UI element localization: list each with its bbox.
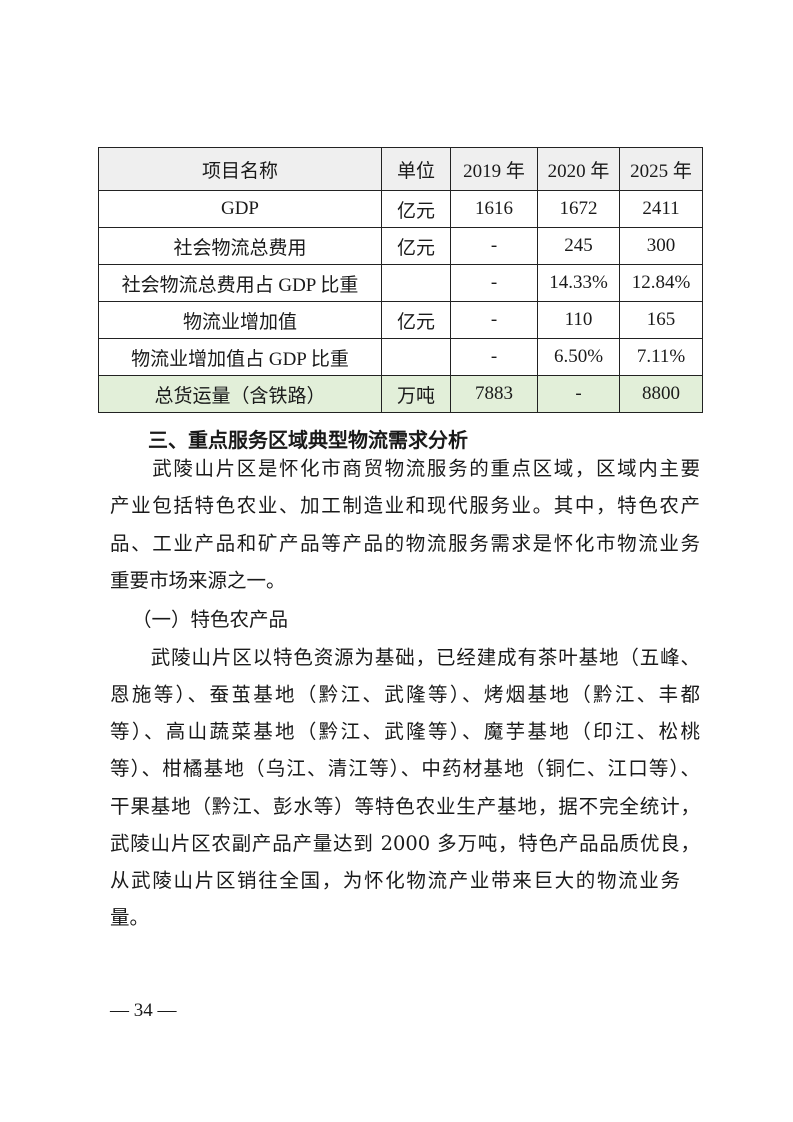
cell: 总货运量（含铁路）	[98, 375, 382, 413]
header-cell: 单位	[381, 147, 451, 191]
cell	[381, 338, 451, 376]
cell: 物流业增加值	[98, 301, 382, 339]
cell: 社会物流总费用	[98, 227, 382, 265]
logistics-indicators-table: 项目名称 单位 2019 年 2020 年 2025 年 GDP 亿元 1616 16…	[98, 147, 703, 413]
subheading: （一）特色农产品	[132, 608, 289, 631]
text-line: 武陵山片区是怀化市商贸物流服务的重点区域，区域内主要	[110, 457, 700, 480]
header-cell: 2025 年	[619, 147, 703, 191]
cell: 12.84%	[619, 264, 703, 302]
cell: 300	[619, 227, 703, 265]
cell: 亿元	[381, 301, 451, 339]
cell: -	[450, 301, 538, 339]
table-row: 物流业增加值占 GDP 比重 -6.50% 7.11%	[98, 338, 703, 376]
cell: -	[450, 227, 538, 265]
cell: 亿元	[381, 227, 451, 265]
cell: 亿元	[381, 190, 451, 228]
cell: 1672	[537, 190, 620, 228]
text-line: 等）、高山蔬菜基地（黔江、武隆等）、魔芋基地（印江、松桃	[110, 720, 700, 743]
cell: GDP	[98, 190, 382, 228]
text-line: 恩施等）、蚕茧基地（黔江、武隆等）、烤烟基地（黔江、丰都	[110, 683, 700, 706]
cell: 2411	[619, 190, 703, 228]
cell: 165	[619, 301, 703, 339]
cell: 8800	[619, 375, 703, 413]
cell: 物流业增加值占 GDP 比重	[98, 338, 382, 376]
text-line: 等）、柑橘基地（乌江、清江等）、中药材基地（铜仁、江口等）、	[110, 757, 700, 780]
header-cell: 2020 年	[537, 147, 620, 191]
header-cell: 项目名称	[98, 147, 382, 191]
table-row: GDP 亿元 1616 1672 2411	[98, 190, 703, 228]
cell: 6.50%	[537, 338, 620, 376]
table-row-highlighted: 总货运量（含铁路） 万吨 7883-8800	[98, 375, 703, 413]
table-row: 社会物流总费用 亿元 -245 300	[98, 227, 703, 265]
text-line: 产业包括特色农业、加工制造业和现代服务业。其中，特色农产	[110, 494, 700, 517]
text-line: 品、工业产品和矿产品等产品的物流服务需求是怀化市物流业务	[110, 532, 700, 555]
cell: 14.33%	[537, 264, 620, 302]
text-line: 重要市场来源之一。	[110, 569, 286, 592]
text-line: 量。	[110, 906, 150, 929]
table-header-row: 项目名称 单位 2019 年 2020 年 2025 年	[98, 147, 703, 191]
cell: -	[450, 264, 538, 302]
page-number: — 34 —	[110, 1000, 177, 1021]
cell: 110	[537, 301, 620, 339]
cell: 7.11%	[619, 338, 703, 376]
cell: -	[537, 375, 620, 413]
cell: 7883	[450, 375, 538, 413]
text-line: 武陵山片区农副产品产量达到 2000 多万吨，特色产品品质优良，	[110, 832, 700, 855]
header-cell: 2019 年	[450, 147, 538, 191]
text-line: 干果基地（黔江、彭水等）等特色农业生产基地，据不完全统计，	[110, 795, 700, 818]
cell: 万吨	[381, 375, 451, 413]
cell: 社会物流总费用占 GDP 比重	[98, 264, 382, 302]
cell: -	[450, 338, 538, 376]
text-line: 从武陵山片区销往全国，为怀化物流产业带来巨大的物流业务	[110, 869, 680, 892]
table-row: 物流业增加值 亿元 -110 165	[98, 301, 703, 339]
cell	[381, 264, 451, 302]
table-row: 社会物流总费用占 GDP 比重 -14.33% 12.84%	[98, 264, 703, 302]
cell: 1616	[450, 190, 538, 228]
section-heading: 三、重点服务区域典型物流需求分析	[148, 428, 468, 452]
cell: 245	[537, 227, 620, 265]
text-line: 武陵山片区以特色资源为基础，已经建成有茶叶基地（五峰、	[110, 646, 700, 669]
